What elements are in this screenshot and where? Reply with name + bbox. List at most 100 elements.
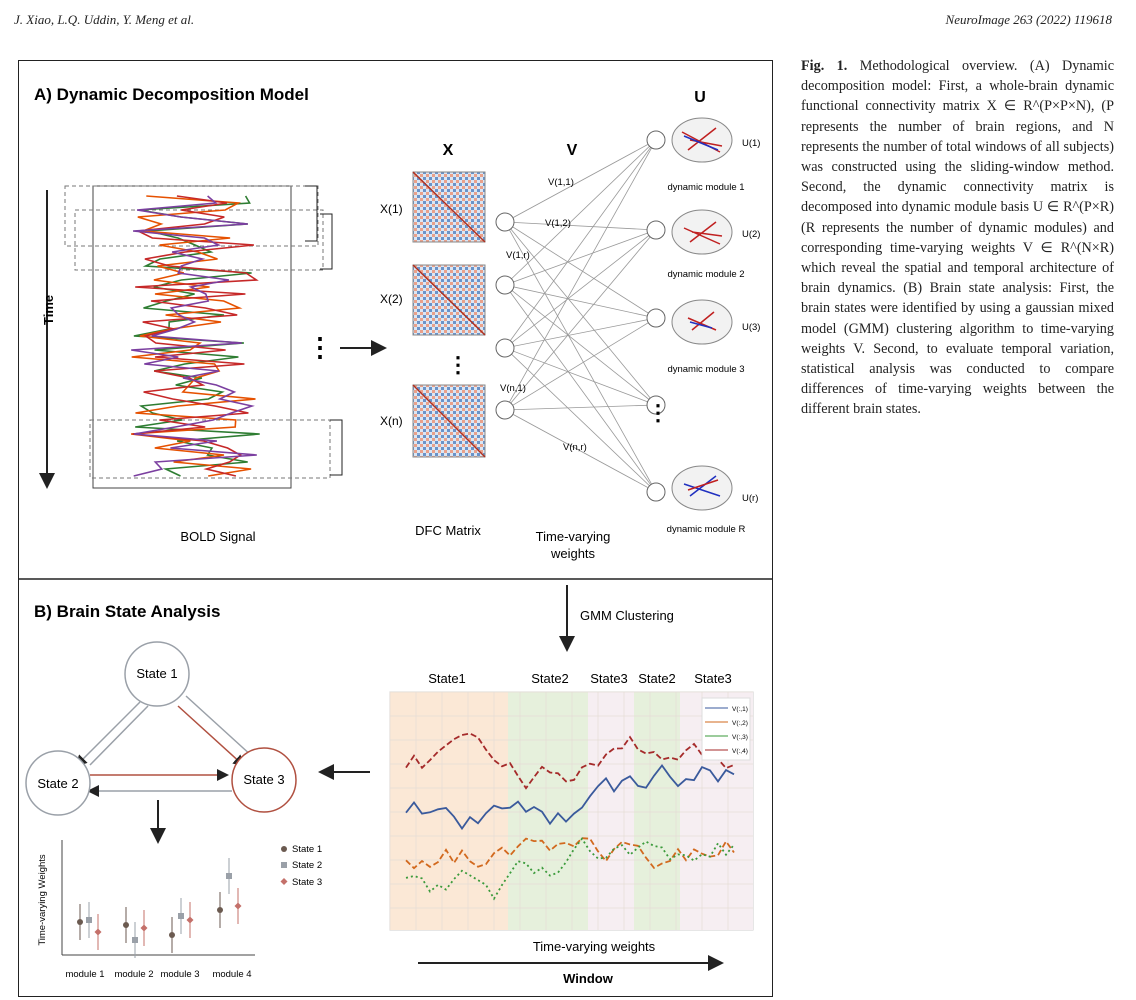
network-edge (504, 139, 657, 286)
network-edge (504, 221, 657, 406)
ts-legend-2: V(:,2) (732, 720, 748, 727)
error-bar-marker (86, 917, 92, 923)
ts-legend (701, 697, 751, 761)
bold-trace (132, 195, 259, 477)
bold-signal-traces (131, 195, 260, 477)
edge-s3-s1 (185, 695, 254, 758)
network-edge (504, 347, 657, 493)
error-bar-marker (132, 937, 138, 943)
network-edge (504, 409, 657, 493)
brain-icon-3 (671, 299, 733, 345)
ts-series-line (405, 837, 735, 901)
v-label-11: V(1,1) (548, 177, 574, 188)
state-node-2 (25, 750, 91, 816)
panel-a-title: A) Dynamic Decomposition Model (34, 85, 309, 104)
module-label-2: dynamic module 2 (667, 269, 744, 280)
state-node-3 (231, 747, 297, 813)
panel-b-title: B) Brain State Analysis (34, 602, 220, 621)
caption-label: Fig. 1. (801, 58, 848, 74)
edge-s2-s1 (89, 705, 149, 766)
network-node (495, 338, 515, 358)
band-label-1: State1 (428, 671, 466, 686)
running-header-authors: J. Xiao, L.Q. Uddin, Y. Meng et al. (14, 12, 195, 27)
brain-icon-r (671, 465, 733, 511)
ts-legend-1: V(:,1) (732, 706, 748, 713)
band-label-4: State2 (638, 671, 676, 686)
network-edge (504, 139, 657, 411)
network-edge (504, 284, 657, 406)
state-label-1: State 1 (136, 666, 177, 681)
module-label-1: dynamic module 1 (667, 182, 744, 193)
network-nodes (495, 130, 666, 502)
ts-legend-4: V(:,4) (732, 748, 748, 755)
ellipsis-dots-x: ⋮ (447, 352, 469, 377)
legend-marker-state3 (280, 878, 288, 885)
gmm-label: GMM Clustering (580, 608, 674, 623)
network-edge (504, 284, 657, 493)
state-label-3: State 3 (243, 772, 284, 787)
network-edge (504, 221, 657, 231)
figure-frame (18, 60, 773, 997)
weights-label-line1: Time-varying (536, 529, 611, 544)
ts-series (405, 732, 735, 901)
module-label-r: dynamic module R (667, 524, 746, 535)
error-bar-marker (217, 907, 223, 913)
dfc-diagonal-1 (412, 171, 486, 243)
error-bar-marker (186, 916, 194, 924)
legend-marker-state1 (281, 846, 287, 852)
plot-module-label-2: module 2 (114, 969, 153, 980)
caption-text: Methodological overview. (A) Dynamic dec… (801, 58, 1115, 418)
x-label-2: X(2) (380, 292, 403, 306)
brace-3 (330, 419, 343, 476)
bold-trace (131, 195, 257, 477)
errorbar-plot (77, 858, 242, 958)
network-node (646, 220, 666, 240)
error-bar-marker (77, 919, 83, 925)
state-band-2 (508, 692, 588, 930)
error-bar-marker (140, 924, 148, 932)
col-x-header: X (443, 142, 454, 159)
network-edges (504, 139, 657, 493)
figure-caption: Fig. 1. Methodological overview. (A) Dyn… (801, 56, 1114, 420)
network-edge (504, 229, 657, 286)
col-u-header: U (694, 89, 706, 106)
dfc-diagonal-2 (412, 264, 486, 336)
v-label-1r: V(1,r) (506, 250, 530, 261)
brain-icon-2 (671, 209, 733, 255)
bold-signal-label: BOLD Signal (180, 529, 255, 544)
network-edge (504, 139, 657, 349)
network-edge (504, 229, 657, 349)
band-label-2: State2 (531, 671, 569, 686)
ellipsis-dots-nodes: ⋮ (647, 400, 669, 425)
plot-legend-3: State 3 (292, 877, 322, 888)
brace-2 (320, 213, 333, 270)
dfc-diagonal-n (412, 384, 486, 458)
network-edge (504, 221, 657, 493)
network-node (646, 482, 666, 502)
ts-series-line (405, 763, 735, 831)
running-header-journal: NeuroImage 263 (2022) 119618 (945, 12, 1112, 27)
legend-marker-state2 (281, 862, 287, 868)
network-edge (504, 139, 657, 223)
error-bar-marker (123, 922, 129, 928)
u-label-1: U(1) (742, 138, 760, 149)
band-label-5: State3 (694, 671, 732, 686)
window-label: Window (563, 971, 614, 986)
plot-legend-1: State 1 (292, 844, 322, 855)
state-label-2: State 2 (37, 776, 78, 791)
plot-ylabel: Time-varying Weights (37, 854, 48, 946)
ts-series-line (405, 837, 735, 870)
ellipsis-dots-a: ⋮ (307, 332, 333, 362)
network-edge (504, 404, 657, 411)
network-node (646, 130, 666, 150)
network-node (646, 308, 666, 328)
network-node (495, 212, 515, 232)
network-node (495, 400, 515, 420)
state-band-4 (634, 692, 680, 930)
x-label-1: X(1) (380, 202, 403, 216)
network-node (495, 275, 515, 295)
v-label-n1: V(n,1) (500, 383, 526, 394)
v-label-nr: V(n,r) (563, 442, 587, 453)
band-label-3: State3 (590, 671, 628, 686)
error-bar-marker (94, 928, 102, 936)
